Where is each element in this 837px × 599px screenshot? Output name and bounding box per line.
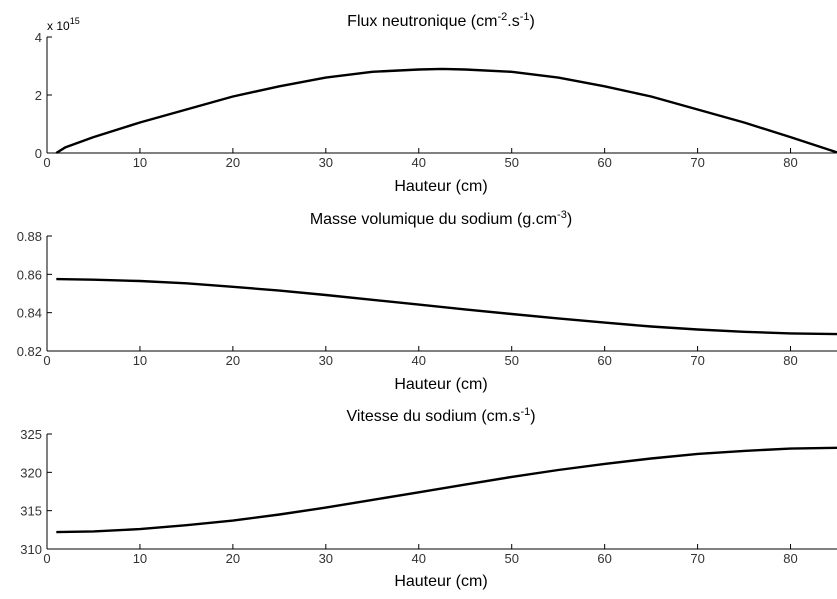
flux-ytick-label: 2 — [35, 88, 42, 103]
velocity-xtick-label: 60 — [597, 551, 611, 566]
density-xtick-label: 40 — [412, 353, 426, 368]
flux-xtick-label: 40 — [412, 155, 426, 170]
flux-xtick-label: 10 — [133, 155, 147, 170]
flux-xtick-label: 20 — [226, 155, 240, 170]
flux-xtick-label: 60 — [597, 155, 611, 170]
flux-xtick-label: 0 — [43, 155, 50, 170]
velocity-panel: Vitesse du sodium (cm.s-1) 0 10 20 30 40 50 60… — [20, 406, 837, 590]
velocity-series-line — [56, 446, 837, 534]
density-xtick-label: 10 — [133, 353, 147, 368]
density-ytick-label: 0.84 — [17, 306, 42, 321]
flux-series-line — [55, 67, 837, 155]
density-xlabel: Hauteur (cm) — [394, 376, 487, 393]
velocity-xtick-label: 30 — [319, 551, 333, 566]
flux-ytick-label: 0 — [35, 146, 42, 161]
density-title: Masse volumique du sodium (g.cm-3) — [310, 209, 572, 228]
velocity-ytick-label: 310 — [20, 542, 42, 557]
velocity-xtick-label: 0 — [43, 551, 50, 566]
density-ytick-label: 0.86 — [17, 267, 42, 282]
flux-multiplier: x 1015 — [47, 16, 80, 33]
velocity-title: Vitesse du sodium (cm.s-1) — [346, 406, 535, 425]
flux-xtick-label: 70 — [690, 155, 704, 170]
velocity-ytick-label: 315 — [20, 504, 42, 519]
flux-xtick-label: 30 — [319, 155, 333, 170]
velocity-xtick-label: 40 — [412, 551, 426, 566]
density-xtick-label: 50 — [504, 353, 518, 368]
density-xtick-label: 20 — [226, 353, 240, 368]
velocity-xtick-label: 50 — [504, 551, 518, 566]
flux-xtick-label: 50 — [504, 155, 518, 170]
velocity-xtick-label: 10 — [133, 551, 147, 566]
flux-xtick-label: 80 — [783, 155, 797, 170]
density-xtick-label: 0 — [43, 353, 50, 368]
velocity-xtick-label: 20 — [226, 551, 240, 566]
flux-xlabel: Hauteur (cm) — [394, 178, 487, 195]
flux-panel: Flux neutronique (cm-2.s-1) x 1015 0 10 20… — [35, 11, 837, 195]
density-xtick-label: 30 — [319, 353, 333, 368]
density-series-line — [56, 277, 837, 336]
velocity-xtick-label: 80 — [783, 551, 797, 566]
density-xtick-label: 70 — [690, 353, 704, 368]
density-xtick-label: 60 — [597, 353, 611, 368]
density-ytick-label: 0.82 — [17, 344, 42, 359]
density-xtick-label: 80 — [783, 353, 797, 368]
velocity-ytick-label: 325 — [20, 427, 42, 442]
velocity-xtick-label: 70 — [690, 551, 704, 566]
velocity-xlabel: Hauteur (cm) — [394, 573, 487, 590]
flux-title: Flux neutronique (cm-2.s-1) — [347, 11, 535, 30]
flux-ytick-label: 4 — [35, 30, 42, 45]
density-panel: Masse volumique du sodium (g.cm-3) 0 10 20… — [17, 209, 837, 393]
velocity-ytick-label: 320 — [20, 465, 42, 480]
density-ytick-label: 0.88 — [17, 229, 42, 244]
